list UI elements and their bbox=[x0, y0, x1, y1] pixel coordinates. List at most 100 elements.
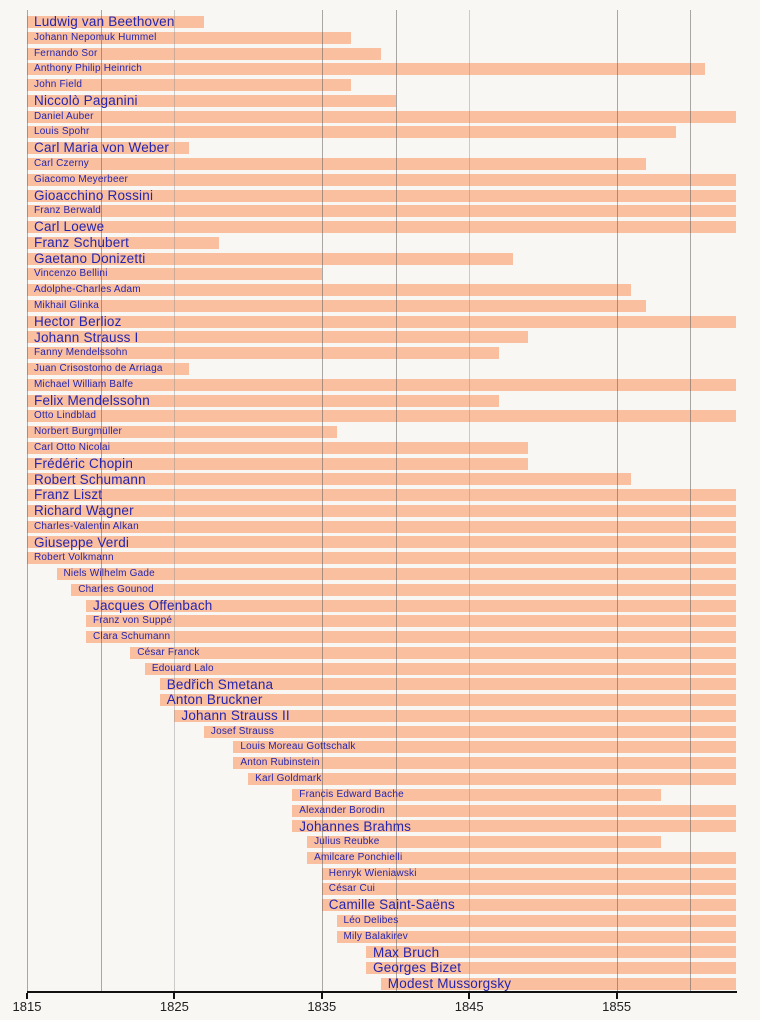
gridline-1835 bbox=[321, 10, 323, 991]
composer-label[interactable]: Gaetano Donizetti bbox=[34, 250, 146, 266]
gridline-1845 bbox=[469, 10, 471, 991]
axis-tick-label: 1815 bbox=[12, 999, 42, 1014]
lifespan-bar bbox=[27, 299, 647, 312]
composer-label[interactable]: Carl Loewe bbox=[34, 219, 105, 235]
axis-tick-1845 bbox=[468, 993, 471, 999]
composer-label[interactable]: Robert Volkmann bbox=[34, 552, 114, 564]
composer-label[interactable]: Franz Berwald bbox=[34, 205, 102, 217]
composer-label[interactable]: Max Bruch bbox=[373, 944, 440, 960]
lifespan-bar bbox=[174, 709, 736, 722]
lifespan-bar bbox=[71, 583, 736, 596]
composer-label[interactable]: Alexander Borodin bbox=[299, 804, 385, 816]
composer-label[interactable]: Anton Rubinstein bbox=[240, 757, 320, 769]
axis-tick-label: 1845 bbox=[454, 999, 484, 1014]
composer-label[interactable]: Karl Goldmark bbox=[255, 772, 322, 784]
composer-label[interactable]: John Field bbox=[34, 79, 83, 91]
composer-label[interactable]: Edouard Lalo bbox=[151, 662, 214, 674]
composer-label[interactable]: Amilcare Ponchielli bbox=[314, 851, 403, 863]
composer-label[interactable]: Mikhail Glinka bbox=[34, 299, 100, 311]
lifespan-bar bbox=[27, 79, 352, 92]
lifespan-bar bbox=[27, 536, 736, 549]
lifespan-bar bbox=[27, 457, 529, 470]
composer-label[interactable]: Giuseppe Verdi bbox=[34, 534, 130, 550]
lifespan-bar bbox=[27, 552, 736, 565]
lifespan-bar bbox=[27, 221, 736, 233]
composer-label[interactable]: Julius Reubke bbox=[314, 836, 380, 848]
lifespan-bar bbox=[27, 142, 190, 155]
composer-label[interactable]: Léo Delibes bbox=[343, 914, 399, 926]
composer-label[interactable]: Fernando Sor bbox=[34, 47, 98, 59]
lifespan-bar bbox=[292, 820, 736, 833]
composer-label[interactable]: Otto Lindblad bbox=[34, 410, 97, 422]
lifespan-bar bbox=[336, 930, 736, 943]
composer-label[interactable]: Ludwig van Beethoven bbox=[34, 14, 175, 30]
composer-label[interactable]: César Franck bbox=[137, 646, 200, 658]
composer-label[interactable]: Juan Crisostomo de Arriaga bbox=[34, 362, 163, 374]
composer-label[interactable]: Johann Strauss I bbox=[34, 329, 139, 345]
lifespan-bar bbox=[292, 804, 736, 817]
composer-label[interactable]: Clara Schumann bbox=[93, 631, 171, 643]
lifespan-bar bbox=[336, 914, 736, 927]
composer-label[interactable]: Vincenzo Bellini bbox=[34, 268, 108, 280]
lifespan-bar bbox=[366, 962, 736, 975]
lifespan-bar bbox=[27, 504, 736, 517]
composer-label[interactable]: Anton Bruckner bbox=[166, 692, 263, 708]
composer-label[interactable]: Carl Otto Nicolai bbox=[34, 441, 111, 453]
composer-label[interactable]: Johannes Brahms bbox=[299, 818, 412, 834]
lifespan-bar bbox=[159, 694, 736, 707]
axis-tick-1825 bbox=[173, 993, 176, 999]
composer-label[interactable]: Fanny Mendelssohn bbox=[34, 347, 128, 359]
composer-label[interactable]: Robert Schumann bbox=[34, 471, 146, 487]
composer-label[interactable]: Niels Wilhelm Gade bbox=[63, 567, 155, 579]
composer-label[interactable]: Henryk Wieniawski bbox=[328, 867, 417, 879]
composer-label[interactable]: Franz Liszt bbox=[34, 487, 103, 503]
lifespan-bar bbox=[248, 773, 736, 785]
composer-label[interactable]: Felix Mendelssohn bbox=[34, 392, 150, 408]
composer-label[interactable]: Richard Wagner bbox=[34, 503, 134, 519]
composer-label[interactable]: Daniel Auber bbox=[34, 110, 94, 122]
composer-label[interactable]: Jacques Offenbach bbox=[93, 597, 213, 613]
composer-label[interactable]: Hector Berlioz bbox=[34, 313, 122, 329]
composer-label[interactable]: Camille Saint-Saëns bbox=[328, 897, 455, 913]
lifespan-bar bbox=[27, 394, 499, 407]
lifespan-bar bbox=[130, 646, 736, 659]
lifespan-bar bbox=[27, 378, 736, 391]
lifespan-bar bbox=[27, 63, 705, 76]
composer-label[interactable]: Carl Maria von Weber bbox=[34, 140, 170, 156]
composer-label[interactable]: Francis Edward Bache bbox=[299, 788, 404, 800]
composer-label[interactable]: Niccolò Paganini bbox=[34, 93, 138, 109]
composer-label[interactable]: Franz von Suppé bbox=[93, 615, 173, 627]
composer-label[interactable]: Louis Spohr bbox=[34, 126, 90, 138]
lifespan-bar bbox=[27, 205, 736, 218]
composer-label[interactable]: Norbert Burgmüller bbox=[34, 426, 123, 438]
composer-label[interactable]: Louis Moreau Gottschalk bbox=[240, 741, 356, 753]
composer-label[interactable]: Giacomo Meyerbeer bbox=[34, 173, 128, 185]
composer-label[interactable]: Johann Strauss II bbox=[181, 708, 290, 724]
composer-label[interactable]: Adolphe-Charles Adam bbox=[34, 284, 141, 296]
lifespan-bar bbox=[27, 489, 736, 502]
composer-label[interactable]: Carl Czerny bbox=[34, 157, 89, 169]
composer-label[interactable]: Mily Balakirev bbox=[343, 930, 408, 942]
composer-label[interactable]: César Cui bbox=[328, 883, 376, 895]
composer-label[interactable]: Josef Strauss bbox=[210, 725, 275, 737]
composer-label[interactable]: Gioacchino Rossini bbox=[34, 187, 154, 203]
composer-label[interactable]: Bedřich Smetana bbox=[166, 676, 274, 692]
composer-label[interactable]: Charles-Valentin Alkan bbox=[34, 520, 139, 532]
composer-label[interactable]: Johann Nepomuk Hummel bbox=[34, 31, 157, 43]
composer-label[interactable]: Michael William Balfe bbox=[34, 378, 134, 390]
lifespan-bar bbox=[27, 236, 219, 249]
gridline-1855 bbox=[616, 10, 618, 991]
composer-label[interactable]: Charles Gounod bbox=[78, 583, 154, 595]
composer-label[interactable]: Franz Schubert bbox=[34, 235, 130, 251]
lifespan-bar bbox=[27, 126, 676, 139]
x-axis-line bbox=[27, 991, 737, 993]
lifespan-bar bbox=[27, 473, 632, 486]
composer-label[interactable]: Frédéric Chopin bbox=[34, 455, 134, 471]
composer-label[interactable]: Modest Mussorgsky bbox=[387, 976, 512, 992]
lifespan-bar bbox=[27, 173, 736, 186]
composer-label[interactable]: Georges Bizet bbox=[373, 960, 462, 976]
composer-label[interactable]: Anthony Philip Heinrich bbox=[34, 63, 142, 75]
